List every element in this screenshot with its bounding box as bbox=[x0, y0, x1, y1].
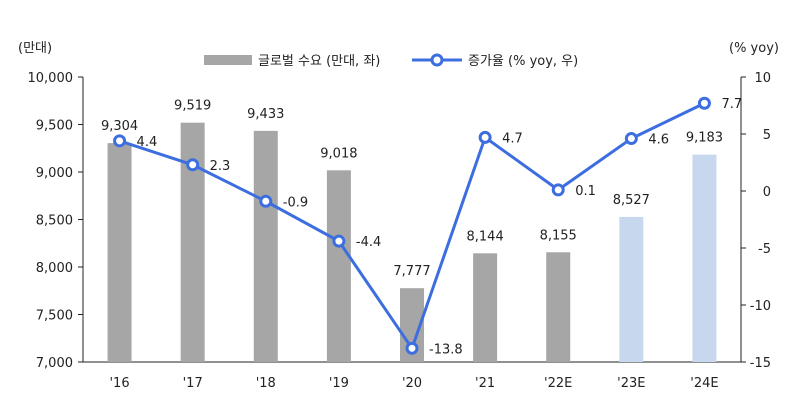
bars bbox=[107, 122, 717, 362]
legend-label-bar: 글로벌 수요 (만대, 좌) bbox=[258, 54, 380, 69]
right-tick-label: -5 bbox=[758, 242, 771, 257]
right-axis-unit: (% yoy) bbox=[729, 41, 779, 56]
left-ticks: 7,000 7,500 8,000 8,500 9,000 9,500 10,000 bbox=[28, 71, 83, 371]
line-value-label: 4.7 bbox=[502, 131, 523, 146]
right-ticks: -15 -10 -5 0 5 10 bbox=[741, 71, 771, 371]
line-value-label: 4.6 bbox=[648, 133, 669, 148]
legend-label-line: 증가율 (% yoy, 우) bbox=[468, 54, 578, 69]
bar bbox=[546, 252, 571, 362]
x-tick-label: '22E bbox=[544, 376, 572, 391]
line-value-label: 0.1 bbox=[575, 184, 596, 199]
bar bbox=[326, 170, 351, 362]
left-tick-label: 8,500 bbox=[36, 214, 73, 229]
line-marker bbox=[259, 194, 273, 208]
line-marker bbox=[697, 96, 711, 110]
legend-swatch-bar bbox=[204, 55, 252, 65]
bar-value-label: 7,777 bbox=[393, 264, 430, 279]
line-marker bbox=[332, 234, 346, 248]
left-tick-label: 7,000 bbox=[36, 356, 73, 371]
x-tick-label: '19 bbox=[329, 376, 349, 391]
line-value-label: 4.4 bbox=[137, 135, 158, 150]
bar-value-label: 8,144 bbox=[467, 229, 504, 244]
line-value-label: 2.3 bbox=[210, 159, 231, 174]
bar-value-label: 9,433 bbox=[247, 107, 284, 122]
right-tick-label: -15 bbox=[750, 356, 771, 371]
right-tick-label: 0 bbox=[763, 185, 771, 200]
x-ticks: '16 '17 '18 '19 '20 '21 '22E '23E '24E bbox=[109, 376, 718, 391]
markers bbox=[113, 96, 711, 355]
x-tick-label: '21 bbox=[475, 376, 495, 391]
line-value-label: -4.4 bbox=[356, 235, 381, 250]
line-value-label: 7.7 bbox=[721, 97, 742, 112]
left-axis-unit: (만대) bbox=[18, 41, 52, 56]
bar bbox=[107, 143, 132, 362]
bar bbox=[253, 130, 278, 362]
bar-value-label: 8,155 bbox=[540, 228, 577, 243]
x-tick-label: '23E bbox=[617, 376, 645, 391]
line-marker bbox=[405, 341, 419, 355]
x-tick-label: '24E bbox=[690, 376, 718, 391]
line-marker bbox=[186, 158, 200, 172]
x-tick-label: '18 bbox=[256, 376, 276, 391]
bar bbox=[619, 216, 644, 362]
left-tick-label: 9,000 bbox=[36, 166, 73, 181]
bar bbox=[473, 253, 498, 362]
left-tick-label: 7,500 bbox=[36, 309, 73, 324]
line-marker bbox=[113, 134, 127, 148]
line-marker bbox=[478, 130, 492, 144]
x-tick-label: '20 bbox=[402, 376, 422, 391]
bar-value-label: 9,304 bbox=[101, 119, 138, 134]
line-labels: 4.4 2.3 -0.9 -4.4 -13.8 4.7 0.1 4.6 7.7 bbox=[137, 97, 743, 357]
bar-value-label: 9,183 bbox=[686, 131, 723, 146]
bar-value-label: 9,519 bbox=[174, 99, 211, 114]
right-tick-label: 10 bbox=[754, 71, 771, 86]
axes: 7,000 7,500 8,000 8,500 9,000 9,500 10,000 -15… bbox=[18, 41, 779, 391]
left-tick-label: 9,500 bbox=[36, 119, 73, 134]
bar bbox=[692, 154, 717, 362]
line-marker bbox=[624, 132, 638, 146]
left-tick-label: 8,000 bbox=[36, 261, 73, 276]
bar-labels: 9,304 9,519 9,433 9,018 7,777 8,144 8,155 8,527… bbox=[101, 99, 723, 279]
line-value-label: -13.8 bbox=[429, 342, 463, 357]
right-tick-label: 5 bbox=[763, 128, 771, 143]
legend: 글로벌 수요 (만대, 좌) 증가율 (% yoy, 우) bbox=[204, 53, 578, 69]
x-tick-label: '17 bbox=[183, 376, 203, 391]
line-value-label: -0.9 bbox=[283, 195, 308, 210]
line-marker bbox=[551, 183, 565, 197]
right-tick-label: -10 bbox=[750, 299, 771, 314]
left-tick-label: 10,000 bbox=[28, 71, 74, 86]
bar-value-label: 8,527 bbox=[613, 193, 650, 208]
legend-swatch-marker bbox=[430, 53, 444, 67]
bar-value-label: 9,018 bbox=[320, 146, 357, 161]
x-tick-label: '16 bbox=[109, 376, 129, 391]
